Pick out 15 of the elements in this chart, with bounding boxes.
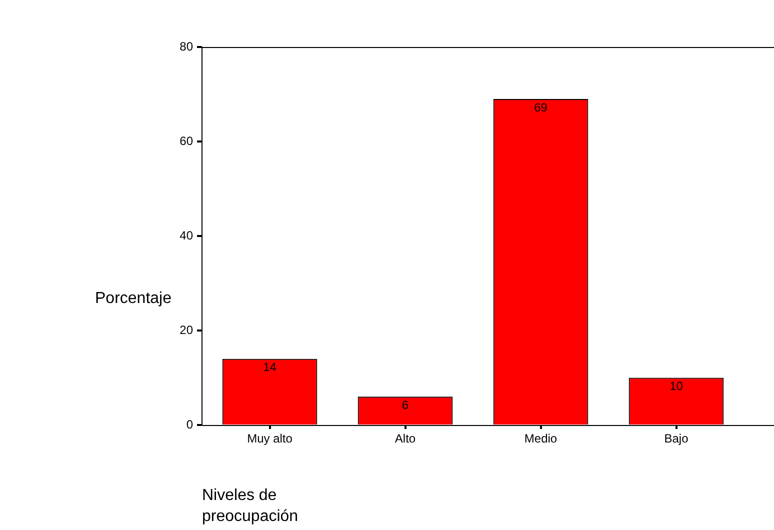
y-tick-label: 80 [180,39,194,54]
y-tick-label: 40 [180,228,194,242]
data-label: 14 [263,360,277,374]
x-tick-label: Alto [394,432,416,446]
data-label: 69 [534,100,548,114]
x-tick-label: Muy alto [247,432,293,446]
x-tick-label: Medio [524,432,558,446]
x-axis-title: Niveles de preocupación [202,486,300,527]
y-tick-label: 60 [180,134,194,148]
y-tick-label: 20 [180,322,194,337]
data-label: 10 [670,379,684,394]
y-tick-label: 0 [186,417,194,432]
data-label: 6 [402,398,409,412]
y-axis-title: Porcentaje [95,290,172,308]
x-tick-label: Bajo [664,432,689,446]
